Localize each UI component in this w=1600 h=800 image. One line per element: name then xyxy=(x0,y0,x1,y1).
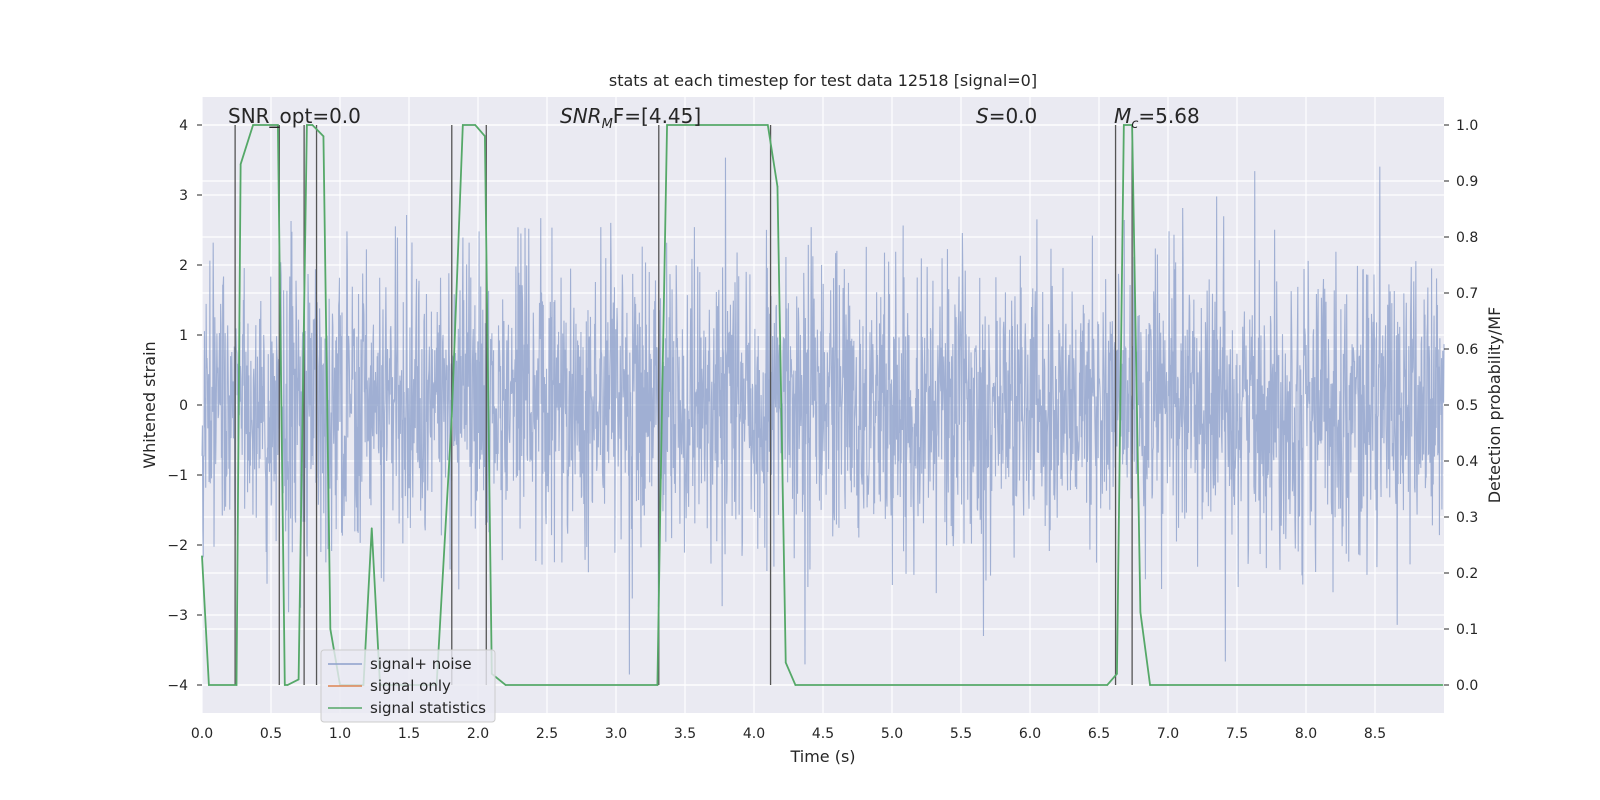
signal-statistics-point xyxy=(462,124,464,126)
annotation-snr-mf-symbol: SNR xyxy=(560,104,602,128)
annotation-s-value: =0.0 xyxy=(989,104,1038,128)
annotation-snr-mf-subscript: M xyxy=(602,117,613,132)
signal-statistics-point xyxy=(370,527,373,529)
signal-statistics-point xyxy=(306,124,308,126)
signal-statistics-point xyxy=(784,661,787,664)
x-tick-label: 5.0 xyxy=(881,726,903,742)
x-tick-label: 1.5 xyxy=(398,726,420,742)
annotation-snr-mf-value: F=[4.45] xyxy=(613,104,701,128)
signal-statistics-point xyxy=(277,124,279,126)
signal-statistics-point xyxy=(235,684,238,686)
legend-label-signal-statistics: signal statistics xyxy=(370,699,486,717)
y-tick-label: −2 xyxy=(167,538,188,554)
y2-tick-label: 0.0 xyxy=(1456,678,1478,694)
annotation-s-symbol: S xyxy=(976,104,989,128)
annotation-mc: Mc=5.68 xyxy=(1114,104,1200,132)
signal-statistics-point xyxy=(208,684,210,686)
x-tick-label: 1.0 xyxy=(329,726,351,742)
x-axis-label: Time (s) xyxy=(789,747,855,766)
y-tick-label: 1 xyxy=(179,328,188,344)
signal-statistics-point xyxy=(329,628,332,630)
y2-tick-label: 0.2 xyxy=(1456,566,1478,582)
y-tick-label: −3 xyxy=(167,608,188,624)
annotation-snr-opt: SNR_opt=0.0 xyxy=(228,104,361,128)
y2-axis-ticks: 0.0 0.1 0.2 0.3 0.4 0.5 0.6 0.7 0.8 0.9 1.0 xyxy=(1444,118,1478,694)
signal-statistics-point xyxy=(450,415,453,418)
signal-statistics-point xyxy=(1139,611,1142,613)
x-tick-label: 2.5 xyxy=(536,726,558,742)
x-tick-label: 6.0 xyxy=(1019,726,1041,742)
signal-statistics-point xyxy=(297,678,300,681)
x-tick-label: 4.5 xyxy=(812,726,834,742)
signal-statistics-point xyxy=(286,684,289,686)
legend-label-signal-noise: signal+ noise xyxy=(370,655,472,673)
y2-tick-label: 0.5 xyxy=(1456,398,1478,414)
x-tick-label: 2.0 xyxy=(467,726,489,742)
y2-axis-label: Detection probability/MF xyxy=(1485,307,1504,504)
signal-statistics-point xyxy=(1116,673,1118,675)
signal-statistics-point xyxy=(284,684,286,686)
signal-statistics-point xyxy=(201,555,203,557)
x-tick-label: 7.5 xyxy=(1226,726,1248,742)
y-tick-label: −1 xyxy=(167,468,188,484)
legend: signal+ noise signal only signal statist… xyxy=(320,649,496,723)
signal-statistics-point xyxy=(666,124,668,126)
signal-statistics-point xyxy=(1149,684,1151,686)
x-tick-label: 5.5 xyxy=(950,726,972,742)
y2-tick-label: 0.6 xyxy=(1456,342,1478,358)
annotation-s: S=0.0 xyxy=(976,104,1037,128)
signal-statistics-point xyxy=(1131,124,1133,126)
signal-statistics-point xyxy=(660,432,663,434)
signal-statistics-point xyxy=(767,124,769,126)
signal-statistics-point xyxy=(311,124,314,126)
y2-tick-label: 1.0 xyxy=(1456,118,1478,134)
x-tick-label: 0.0 xyxy=(191,726,213,742)
y2-tick-label: 0.4 xyxy=(1456,454,1478,470)
signal-statistics-point xyxy=(1106,684,1109,686)
signal-statistics-point xyxy=(252,124,254,126)
x-tick-label: 7.0 xyxy=(1157,726,1179,742)
signal-statistics-point xyxy=(1123,124,1125,126)
y-tick-label: 4 xyxy=(179,118,188,134)
x-tick-label: 4.0 xyxy=(743,726,765,742)
legend-label-signal-only: signal only xyxy=(370,677,451,695)
signal-statistics-point xyxy=(794,684,797,686)
x-axis-ticks: 0.0 0.5 1.0 1.5 2.0 2.5 3.0 3.5 4.0 4.5 5.0 5.5 6.0 6… xyxy=(191,726,1386,742)
y2-tick-label: 0.1 xyxy=(1456,622,1478,638)
y-tick-label: 3 xyxy=(179,188,188,204)
signal-statistics-point xyxy=(504,684,507,686)
y-axis-label: Whitened strain xyxy=(140,341,159,468)
x-tick-label: 0.5 xyxy=(260,726,282,742)
x-tick-label: 3.0 xyxy=(605,726,627,742)
signal-statistics-series xyxy=(201,124,1444,686)
y2-tick-label: 0.9 xyxy=(1456,174,1478,190)
signal-statistics-point xyxy=(474,124,477,126)
annotation-mc-symbol: M xyxy=(1114,104,1131,128)
y2-tick-label: 0.3 xyxy=(1456,510,1478,526)
chart-title: stats at each timestep for test data 125… xyxy=(609,71,1037,90)
signal-statistics-point xyxy=(484,135,486,137)
x-tick-label: 6.5 xyxy=(1088,726,1110,742)
x-tick-label: 8.5 xyxy=(1364,726,1386,742)
signal-noise-line xyxy=(201,157,1445,675)
y-tick-label: 2 xyxy=(179,258,188,274)
signal-statistics-point xyxy=(322,135,325,137)
y-axis-ticks: −4 −3 −2 −1 0 1 2 3 4 xyxy=(167,118,202,694)
x-tick-label: 3.5 xyxy=(674,726,696,742)
y2-tick-label: 0.8 xyxy=(1456,230,1478,246)
signal-statistics-point xyxy=(776,185,779,188)
signal-noise-series xyxy=(201,157,1445,675)
annotation-mc-value: =5.68 xyxy=(1138,104,1199,128)
signal-statistics-point xyxy=(1441,684,1444,686)
signal-statistics-point xyxy=(239,163,242,165)
annotation-snr-mf: SNRMF=[4.45] xyxy=(560,104,701,132)
y-tick-label: 0 xyxy=(179,398,188,414)
x-tick-label: 8.0 xyxy=(1295,726,1317,742)
y-tick-label: −4 xyxy=(167,678,188,694)
legend-box xyxy=(320,649,496,723)
y2-tick-label: 0.7 xyxy=(1456,286,1478,302)
signal-statistics-point xyxy=(656,684,659,686)
annotation-mc-subscript: c xyxy=(1131,117,1138,132)
